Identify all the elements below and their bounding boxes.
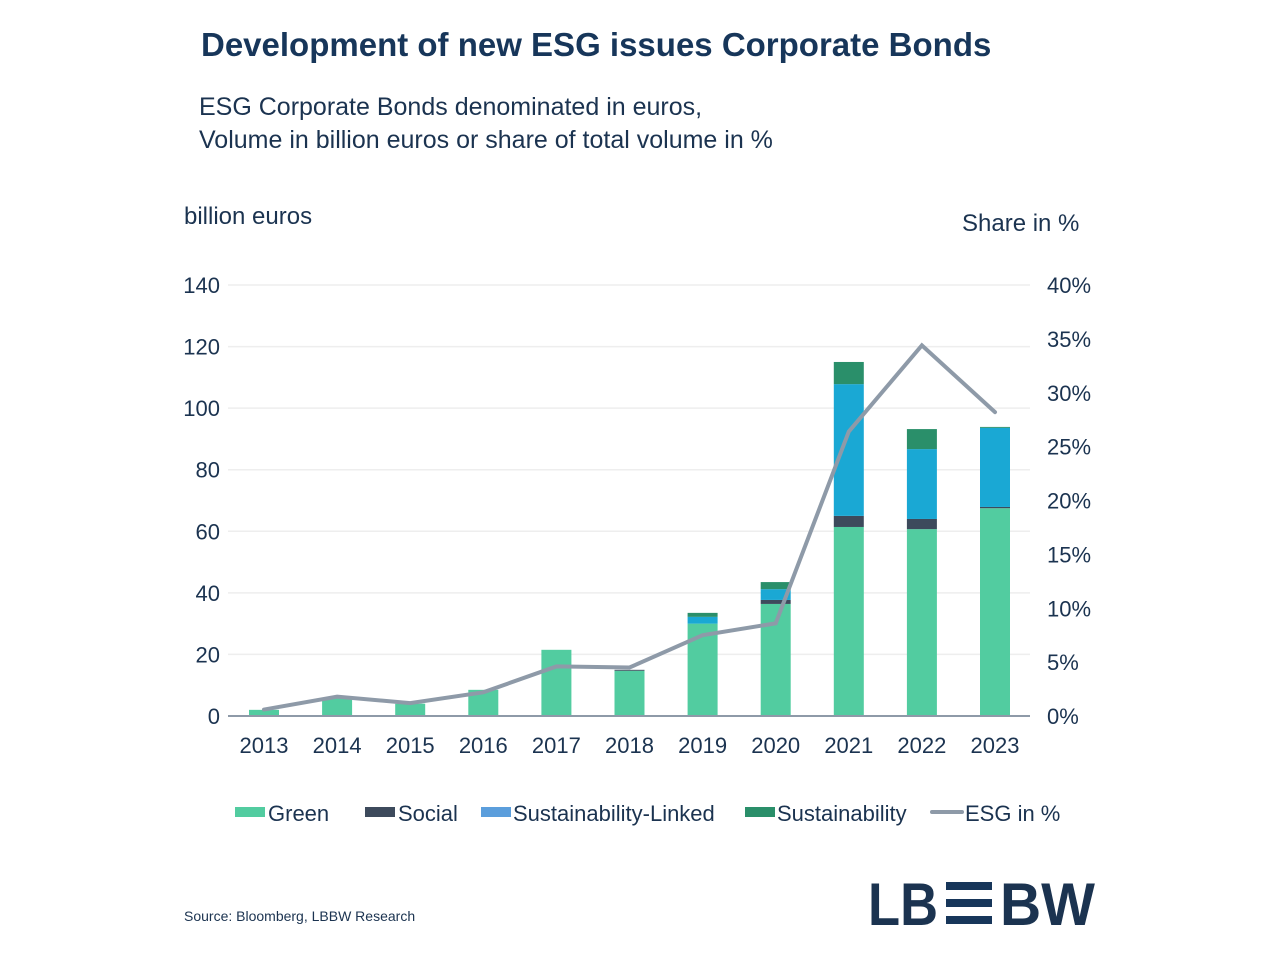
line-esg-share (262, 342, 997, 712)
y2-tick-label: 40% (1047, 273, 1091, 298)
bar-social-2022 (906, 518, 937, 530)
source-note: Source: Bloomberg, LBBW Research (184, 908, 416, 924)
legend-swatch (235, 807, 265, 817)
chart-title: Development of new ESG issues Corporate … (201, 26, 992, 63)
legend-label: Green (268, 801, 329, 826)
bar-sustainability-2022 (906, 429, 937, 450)
y2-axis-label: Share in % (962, 210, 1080, 237)
legend-swatch (745, 807, 775, 817)
bar-sustainability-linked-2022 (906, 449, 937, 519)
legend-label: Sustainability-Linked (513, 801, 715, 826)
y-tick-label: 140 (183, 273, 220, 298)
bar-sustainability-2020 (760, 582, 791, 590)
x-tick-label: 2015 (386, 733, 435, 758)
y-tick-label: 120 (183, 335, 220, 360)
x-tick-label: 2019 (678, 733, 727, 758)
bar-sustainability-linked-2023 (980, 427, 1010, 507)
y-tick-label: 20 (196, 642, 220, 667)
y-axis-label: billion euros (184, 203, 313, 230)
y2-tick-label: 10% (1047, 596, 1091, 621)
y-tick-label: 100 (183, 396, 220, 421)
chart-subtitle-line2: Volume in billion euros or share of tota… (199, 126, 773, 154)
bar-sustainability-linked-2019 (687, 616, 718, 624)
y-tick-label: 0 (208, 704, 220, 729)
x-tick-label: 2021 (824, 733, 873, 758)
bar-green-2019 (687, 623, 718, 716)
legend-label: ESG in % (965, 801, 1060, 826)
legend-swatch (481, 807, 511, 817)
bar-sustainability-linked-2020 (760, 589, 791, 600)
x-tick-label: 2014 (313, 733, 362, 758)
y2-tick-label: 20% (1047, 489, 1091, 514)
bar-green-2021 (833, 526, 864, 716)
bar-social-2021 (833, 515, 864, 527)
bar-sustainability-2019 (687, 612, 718, 617)
x-tick-label: 2022 (897, 733, 946, 758)
y-tick-label: 60 (196, 519, 220, 544)
y2-tick-label: 15% (1047, 542, 1091, 567)
bar-social-2018 (614, 669, 645, 671)
bar-sustainability-linked-2021 (833, 384, 864, 516)
bar-sustainability-2021 (833, 361, 864, 385)
x-tick-label: 2013 (240, 733, 289, 758)
lbbw-logo: LB BW (868, 878, 1095, 928)
y2-tick-label: 0% (1047, 704, 1079, 729)
chart-subtitle-line1: ESG Corporate Bonds denominated in euros… (199, 93, 703, 121)
legend-label: Social (398, 801, 458, 826)
x-tick-label: 2017 (532, 733, 581, 758)
svg-text:LB: LB (868, 878, 938, 928)
bar-green-2017 (541, 649, 572, 716)
svg-text:BW: BW (1000, 878, 1095, 928)
y-tick-label: 40 (196, 581, 220, 606)
legend-label: Sustainability (777, 801, 907, 826)
y-tick-label: 80 (196, 458, 220, 483)
legend-swatch (365, 807, 395, 817)
y2-tick-label: 25% (1047, 435, 1091, 460)
bar-sustainability-2023 (980, 426, 1010, 428)
x-tick-label: 2018 (605, 733, 654, 758)
x-tick-label: 2020 (751, 733, 800, 758)
bar-green-2013 (249, 709, 279, 716)
y2-tick-label: 35% (1047, 327, 1091, 352)
bar-green-2018 (614, 670, 645, 716)
y2-tick-label: 30% (1047, 381, 1091, 406)
bar-social-2023 (980, 506, 1010, 509)
bar-social-2020 (760, 599, 791, 604)
x-tick-label: 2016 (459, 733, 508, 758)
bar-green-2015 (395, 703, 426, 716)
bar-green-2023 (980, 508, 1010, 716)
bar-green-2014 (322, 697, 353, 716)
bar-green-2022 (906, 529, 937, 716)
y2-tick-label: 5% (1047, 650, 1079, 675)
x-tick-label: 2023 (971, 733, 1020, 758)
